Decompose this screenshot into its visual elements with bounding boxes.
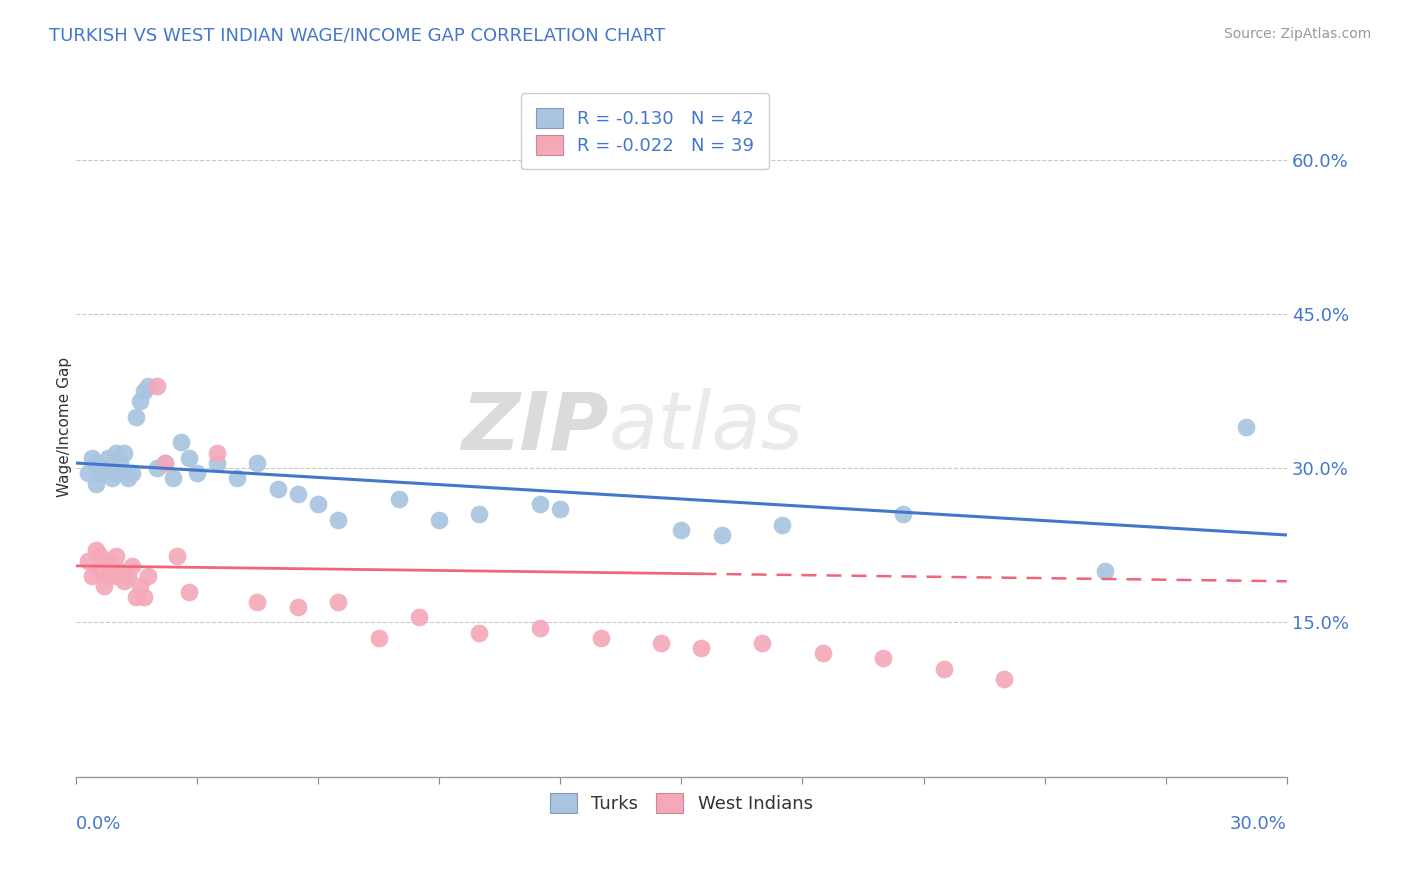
Point xyxy=(671,523,693,537)
Point xyxy=(770,517,793,532)
Point xyxy=(468,508,491,522)
Text: ZIP: ZIP xyxy=(461,388,609,466)
Point xyxy=(993,672,1015,686)
Point xyxy=(84,456,107,470)
Legend: Turks, West Indians: Turks, West Indians xyxy=(543,786,820,820)
Point xyxy=(121,467,143,481)
Point xyxy=(891,508,914,522)
Point xyxy=(388,491,411,506)
Point xyxy=(84,476,107,491)
Point xyxy=(205,456,228,470)
Point xyxy=(1236,420,1258,434)
Point xyxy=(328,595,350,609)
Point xyxy=(117,471,139,485)
Point xyxy=(138,569,160,583)
Point xyxy=(589,631,612,645)
Point xyxy=(125,590,148,604)
Point xyxy=(367,631,389,645)
Point xyxy=(177,584,200,599)
Text: atlas: atlas xyxy=(609,388,803,466)
Point xyxy=(162,471,184,485)
Point xyxy=(101,564,124,578)
Point xyxy=(112,574,135,589)
Text: Source: ZipAtlas.com: Source: ZipAtlas.com xyxy=(1223,27,1371,41)
Point xyxy=(427,512,450,526)
Point xyxy=(89,564,111,578)
Point xyxy=(690,641,713,656)
Point xyxy=(408,610,430,624)
Point xyxy=(710,528,733,542)
Point xyxy=(932,662,955,676)
Point xyxy=(266,482,288,496)
Point xyxy=(108,564,131,578)
Point xyxy=(166,549,188,563)
Point xyxy=(77,467,100,481)
Point xyxy=(170,435,193,450)
Point xyxy=(153,456,176,470)
Point xyxy=(80,569,103,583)
Point xyxy=(186,467,208,481)
Point xyxy=(529,497,551,511)
Point xyxy=(93,461,115,475)
Point xyxy=(105,569,128,583)
Point xyxy=(287,599,309,614)
Point xyxy=(129,394,152,409)
Point xyxy=(97,554,120,568)
Y-axis label: Wage/Income Gap: Wage/Income Gap xyxy=(58,357,72,497)
Point xyxy=(246,456,269,470)
Point xyxy=(84,543,107,558)
Point xyxy=(101,471,124,485)
Point xyxy=(548,502,571,516)
Point xyxy=(287,487,309,501)
Point xyxy=(226,471,249,485)
Point xyxy=(650,636,672,650)
Point xyxy=(811,646,834,660)
Point xyxy=(468,625,491,640)
Point xyxy=(328,512,350,526)
Point xyxy=(97,450,120,465)
Point xyxy=(89,467,111,481)
Point xyxy=(125,409,148,424)
Point xyxy=(529,621,551,635)
Text: TURKISH VS WEST INDIAN WAGE/INCOME GAP CORRELATION CHART: TURKISH VS WEST INDIAN WAGE/INCOME GAP C… xyxy=(49,27,665,45)
Point xyxy=(121,558,143,573)
Point xyxy=(134,384,156,398)
Point xyxy=(134,590,156,604)
Point xyxy=(80,450,103,465)
Point xyxy=(112,446,135,460)
Text: 30.0%: 30.0% xyxy=(1230,815,1286,833)
Point xyxy=(105,446,128,460)
Point xyxy=(117,569,139,583)
Point xyxy=(153,456,176,470)
Point xyxy=(751,636,773,650)
Point xyxy=(93,579,115,593)
Point xyxy=(872,651,894,665)
Point xyxy=(177,450,200,465)
Point xyxy=(108,456,131,470)
Point xyxy=(246,595,269,609)
Point xyxy=(1094,564,1116,578)
Point xyxy=(138,379,160,393)
Point xyxy=(105,549,128,563)
Point xyxy=(97,569,120,583)
Point xyxy=(205,446,228,460)
Point xyxy=(129,579,152,593)
Point xyxy=(145,379,167,393)
Point xyxy=(105,467,128,481)
Point xyxy=(145,461,167,475)
Point xyxy=(307,497,329,511)
Text: 0.0%: 0.0% xyxy=(76,815,121,833)
Point xyxy=(77,554,100,568)
Point xyxy=(89,549,111,563)
